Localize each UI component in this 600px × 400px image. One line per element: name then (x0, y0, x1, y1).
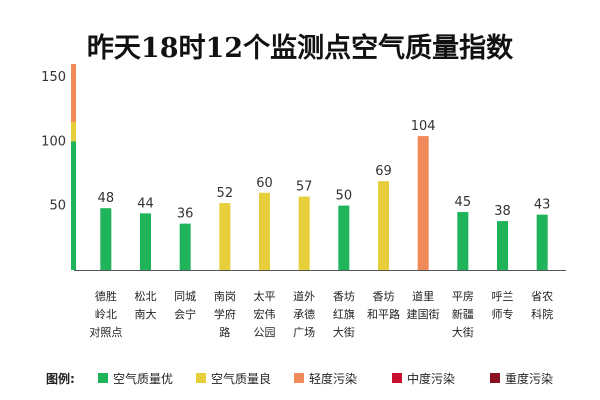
bar (536, 214, 548, 270)
y-scale-band (71, 64, 76, 122)
y-scale-band (71, 141, 76, 270)
data-label: 57 (296, 180, 313, 195)
x-tick-label: 平房 (452, 290, 474, 303)
data-label: 43 (534, 198, 551, 213)
x-tick-label: 大街 (452, 325, 474, 339)
y-tick-label: 50 (49, 199, 66, 214)
x-tick-label: 省农 (531, 289, 553, 303)
x-tick-label: 呼兰 (492, 290, 514, 303)
data-label: 36 (177, 207, 194, 222)
bar (179, 223, 191, 270)
x-tick-label: 会宁 (174, 307, 196, 321)
bar (378, 181, 389, 270)
legend-label: 重度污染 (505, 371, 553, 386)
data-label: 45 (455, 195, 472, 210)
x-tick-label: 承德 (293, 307, 315, 321)
data-label: 38 (494, 204, 511, 219)
chart-title: 昨天18时12个监测点空气质量指数 (86, 33, 514, 64)
x-tick-label: 大街 (333, 325, 355, 339)
x-tick-label: 南大 (135, 307, 157, 321)
bar (497, 221, 508, 270)
x-tick-label: 新疆 (452, 307, 474, 321)
x-tick-label: 学府 (214, 307, 236, 321)
x-tick-label: 师专 (492, 307, 514, 321)
x-tick-label: 道里 (412, 289, 434, 303)
x-tick-label: 德胜 (95, 289, 117, 303)
x-tick-label: 广场 (293, 325, 315, 339)
legend-swatch (294, 373, 304, 383)
data-label: 48 (98, 191, 115, 206)
x-tick-label: 道外 (293, 289, 315, 303)
x-tick-label: 路 (219, 326, 230, 339)
x-tick-label: 南岗 (214, 290, 236, 303)
x-tick-label: 松北 (135, 289, 157, 303)
x-tick-label: 同城 (174, 290, 196, 303)
x-tick-label: 香坊 (373, 289, 395, 303)
bar (219, 203, 231, 270)
x-tick-label: 和平路 (367, 308, 400, 321)
legend-label: 空气质量良 (211, 371, 271, 386)
legend-label: 中度污染 (407, 371, 455, 386)
bar (298, 196, 310, 270)
data-label: 50 (336, 189, 353, 204)
bar (457, 212, 469, 270)
x-tick-label: 太平 (254, 290, 276, 303)
x-tick-label: 香坊 (333, 289, 355, 303)
legend-label: 轻度污染 (309, 371, 357, 386)
bar (417, 136, 429, 270)
x-tick-label: 建国街 (407, 307, 440, 321)
x-tick-label: 科院 (531, 307, 553, 321)
legend-swatch (196, 373, 206, 383)
y-tick-label: 100 (41, 134, 66, 149)
data-label: 44 (137, 196, 154, 211)
data-label: 69 (375, 164, 392, 179)
legend-title: 图例: (46, 371, 75, 386)
x-tick-label: 对照点 (89, 325, 122, 339)
y-tick-label: 150 (41, 70, 66, 85)
legend-swatch (392, 373, 402, 383)
bar (338, 205, 350, 270)
data-label: 104 (411, 119, 436, 134)
x-tick-label: 公园 (254, 326, 276, 339)
x-tick-label: 宏伟 (254, 307, 276, 321)
legend-swatch (490, 373, 500, 383)
data-label: 52 (217, 186, 234, 201)
x-tick-label: 红旗 (333, 307, 355, 321)
y-scale-band (71, 121, 76, 142)
bar (100, 208, 112, 270)
legend-label: 空气质量优 (113, 371, 173, 386)
x-tick-label: 岭北 (95, 307, 117, 321)
bar (140, 213, 151, 270)
legend-swatch (98, 373, 108, 383)
data-label: 60 (256, 176, 273, 191)
bar (259, 192, 270, 270)
